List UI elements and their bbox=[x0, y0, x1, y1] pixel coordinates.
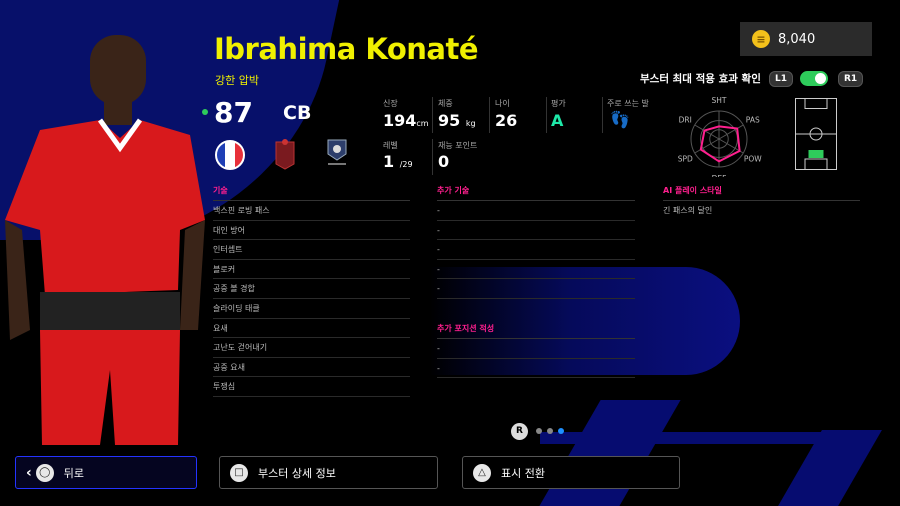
ai-style-header: AI 플레이 스타일 bbox=[663, 185, 860, 201]
toggle-knob bbox=[815, 73, 826, 84]
extra-skill-item: - bbox=[437, 221, 635, 241]
rating-value: A bbox=[551, 111, 564, 130]
page-dot[interactable] bbox=[547, 428, 553, 434]
page-dot[interactable] bbox=[536, 428, 542, 434]
square-button-icon: □ bbox=[230, 463, 248, 482]
skills-list: 백스핀 로빙 패스 대인 방어 인터셉트 블로커 공중 볼 경합 슬라이딩 태클 요새 고난도… bbox=[213, 201, 410, 397]
l1-button[interactable]: L1 bbox=[769, 71, 793, 87]
rating-label: 평가 bbox=[551, 99, 566, 108]
coin-balance: ≡ 8,040 bbox=[740, 22, 872, 56]
extra-positions-list: -- bbox=[437, 339, 635, 379]
skill-item: 요새 bbox=[213, 319, 410, 339]
age-label: 나이 bbox=[495, 99, 510, 108]
right-stick-icon[interactable]: R bbox=[511, 423, 528, 440]
page-indicator bbox=[536, 428, 564, 434]
skill-item: 대인 방어 bbox=[213, 221, 410, 241]
skill-item: 인터셉트 bbox=[213, 240, 410, 260]
club-crest-icon bbox=[275, 139, 295, 170]
skill-item: 투쟁심 bbox=[213, 377, 410, 397]
radar-axis bbox=[694, 138, 720, 154]
radar-label: DEF bbox=[712, 174, 727, 177]
extra-position-item: - bbox=[437, 339, 635, 359]
height-label: 신장 bbox=[383, 99, 398, 108]
extra-skills-list: ----- bbox=[437, 201, 635, 299]
booster-label: 부스터 최대 적용 효과 확인 bbox=[640, 73, 761, 85]
triangle-button-icon: △ bbox=[473, 463, 491, 482]
booster-details-button[interactable]: □ 부스터 상세 정보 bbox=[219, 456, 438, 489]
foot-label: 주로 쓰는 발 bbox=[607, 99, 649, 108]
france-flag-icon bbox=[215, 140, 245, 170]
radar-shape bbox=[699, 125, 741, 163]
extra-positions-section: 추가 포지션 적성 -- bbox=[437, 323, 635, 379]
divider bbox=[432, 97, 433, 133]
position-pitch bbox=[795, 98, 837, 170]
bg-shape bbox=[539, 400, 681, 506]
extra-skill-item: - bbox=[437, 260, 635, 280]
extra-position-item: - bbox=[437, 359, 635, 379]
radar-label: SHT bbox=[712, 96, 727, 105]
condition-dot bbox=[202, 109, 208, 115]
circle-button-icon: ◯ bbox=[35, 463, 54, 482]
radar-axis bbox=[694, 124, 720, 140]
radar-axis bbox=[718, 124, 744, 140]
page-dot[interactable] bbox=[558, 428, 564, 434]
height-value: 194cm bbox=[383, 111, 429, 130]
extra-skills-section: 추가 기술 ----- bbox=[437, 185, 635, 299]
player-image bbox=[5, 35, 205, 445]
player-style-tag: 강한 압박 bbox=[215, 74, 259, 87]
toggle-display-label: 표시 전환 bbox=[501, 466, 545, 480]
age-value: 26 bbox=[495, 111, 518, 130]
skill-item: 슬라이딩 태클 bbox=[213, 299, 410, 319]
coin-icon: ≡ bbox=[752, 30, 770, 48]
skills-header: 기술 bbox=[213, 185, 410, 201]
weight-label: 체중 bbox=[438, 99, 453, 108]
ai-style-list: 긴 패스의 달인 bbox=[663, 201, 860, 221]
coin-amount: 8,040 bbox=[778, 31, 816, 47]
extra-skill-item: - bbox=[437, 240, 635, 260]
skills-section: 기술 백스핀 로빙 패스 대인 방어 인터셉트 블로커 공중 볼 경합 슬라이딩 태클 요새… bbox=[213, 185, 410, 397]
skill-item: 백스핀 로빙 패스 bbox=[213, 201, 410, 221]
skill-item: 공중 요새 bbox=[213, 358, 410, 378]
divider bbox=[546, 97, 547, 133]
level-label: 레벨 bbox=[383, 141, 398, 150]
skill-item: 고난도 걷어내기 bbox=[213, 338, 410, 358]
bg-shape bbox=[430, 267, 740, 375]
league-logo-icon bbox=[327, 139, 347, 165]
divider bbox=[602, 97, 603, 133]
extra-skill-item: - bbox=[437, 201, 635, 221]
player-name: Ibrahima Konaté bbox=[214, 32, 479, 66]
radar-label: POW bbox=[744, 155, 762, 164]
foot-icon: 👣 bbox=[610, 110, 630, 129]
position-highlight bbox=[808, 150, 824, 158]
chevron-left-icon: ‹ bbox=[26, 464, 32, 481]
extra-skills-header: 추가 기술 bbox=[437, 185, 635, 201]
toggle-display-button[interactable]: △ 표시 전환 bbox=[462, 456, 680, 489]
skill-points-value: 0 bbox=[438, 152, 450, 171]
player-position: CB bbox=[283, 102, 312, 124]
skill-item: 블로커 bbox=[213, 260, 410, 280]
overall-rating: 87 bbox=[214, 96, 253, 129]
back-button[interactable]: ‹ ◯ 뒤로 bbox=[15, 456, 197, 489]
divider bbox=[489, 97, 490, 133]
level-value: 1 /29 bbox=[383, 152, 413, 171]
r1-button[interactable]: R1 bbox=[838, 71, 864, 87]
extra-positions-header: 추가 포지션 적성 bbox=[437, 323, 635, 339]
extra-skill-item: - bbox=[437, 279, 635, 299]
radar-label: SPD bbox=[678, 155, 693, 164]
booster-toggle[interactable] bbox=[800, 71, 828, 86]
divider bbox=[432, 139, 433, 175]
ai-style-section: AI 플레이 스타일 긴 패스의 달인 bbox=[663, 185, 860, 221]
radar-chart: SHT PAS POW DEF SPD DRI bbox=[678, 96, 763, 177]
booster-details-label: 부스터 상세 정보 bbox=[258, 466, 336, 480]
radar-label: DRI bbox=[679, 116, 692, 125]
skill-item: 공중 볼 경합 bbox=[213, 279, 410, 299]
skill-points-label: 재능 포인트 bbox=[438, 141, 478, 150]
radar-label: PAS bbox=[746, 116, 760, 125]
weight-value: 95 kg bbox=[438, 111, 476, 130]
ai-style-item: 긴 패스의 달인 bbox=[663, 206, 713, 215]
back-button-label: 뒤로 bbox=[63, 466, 85, 480]
